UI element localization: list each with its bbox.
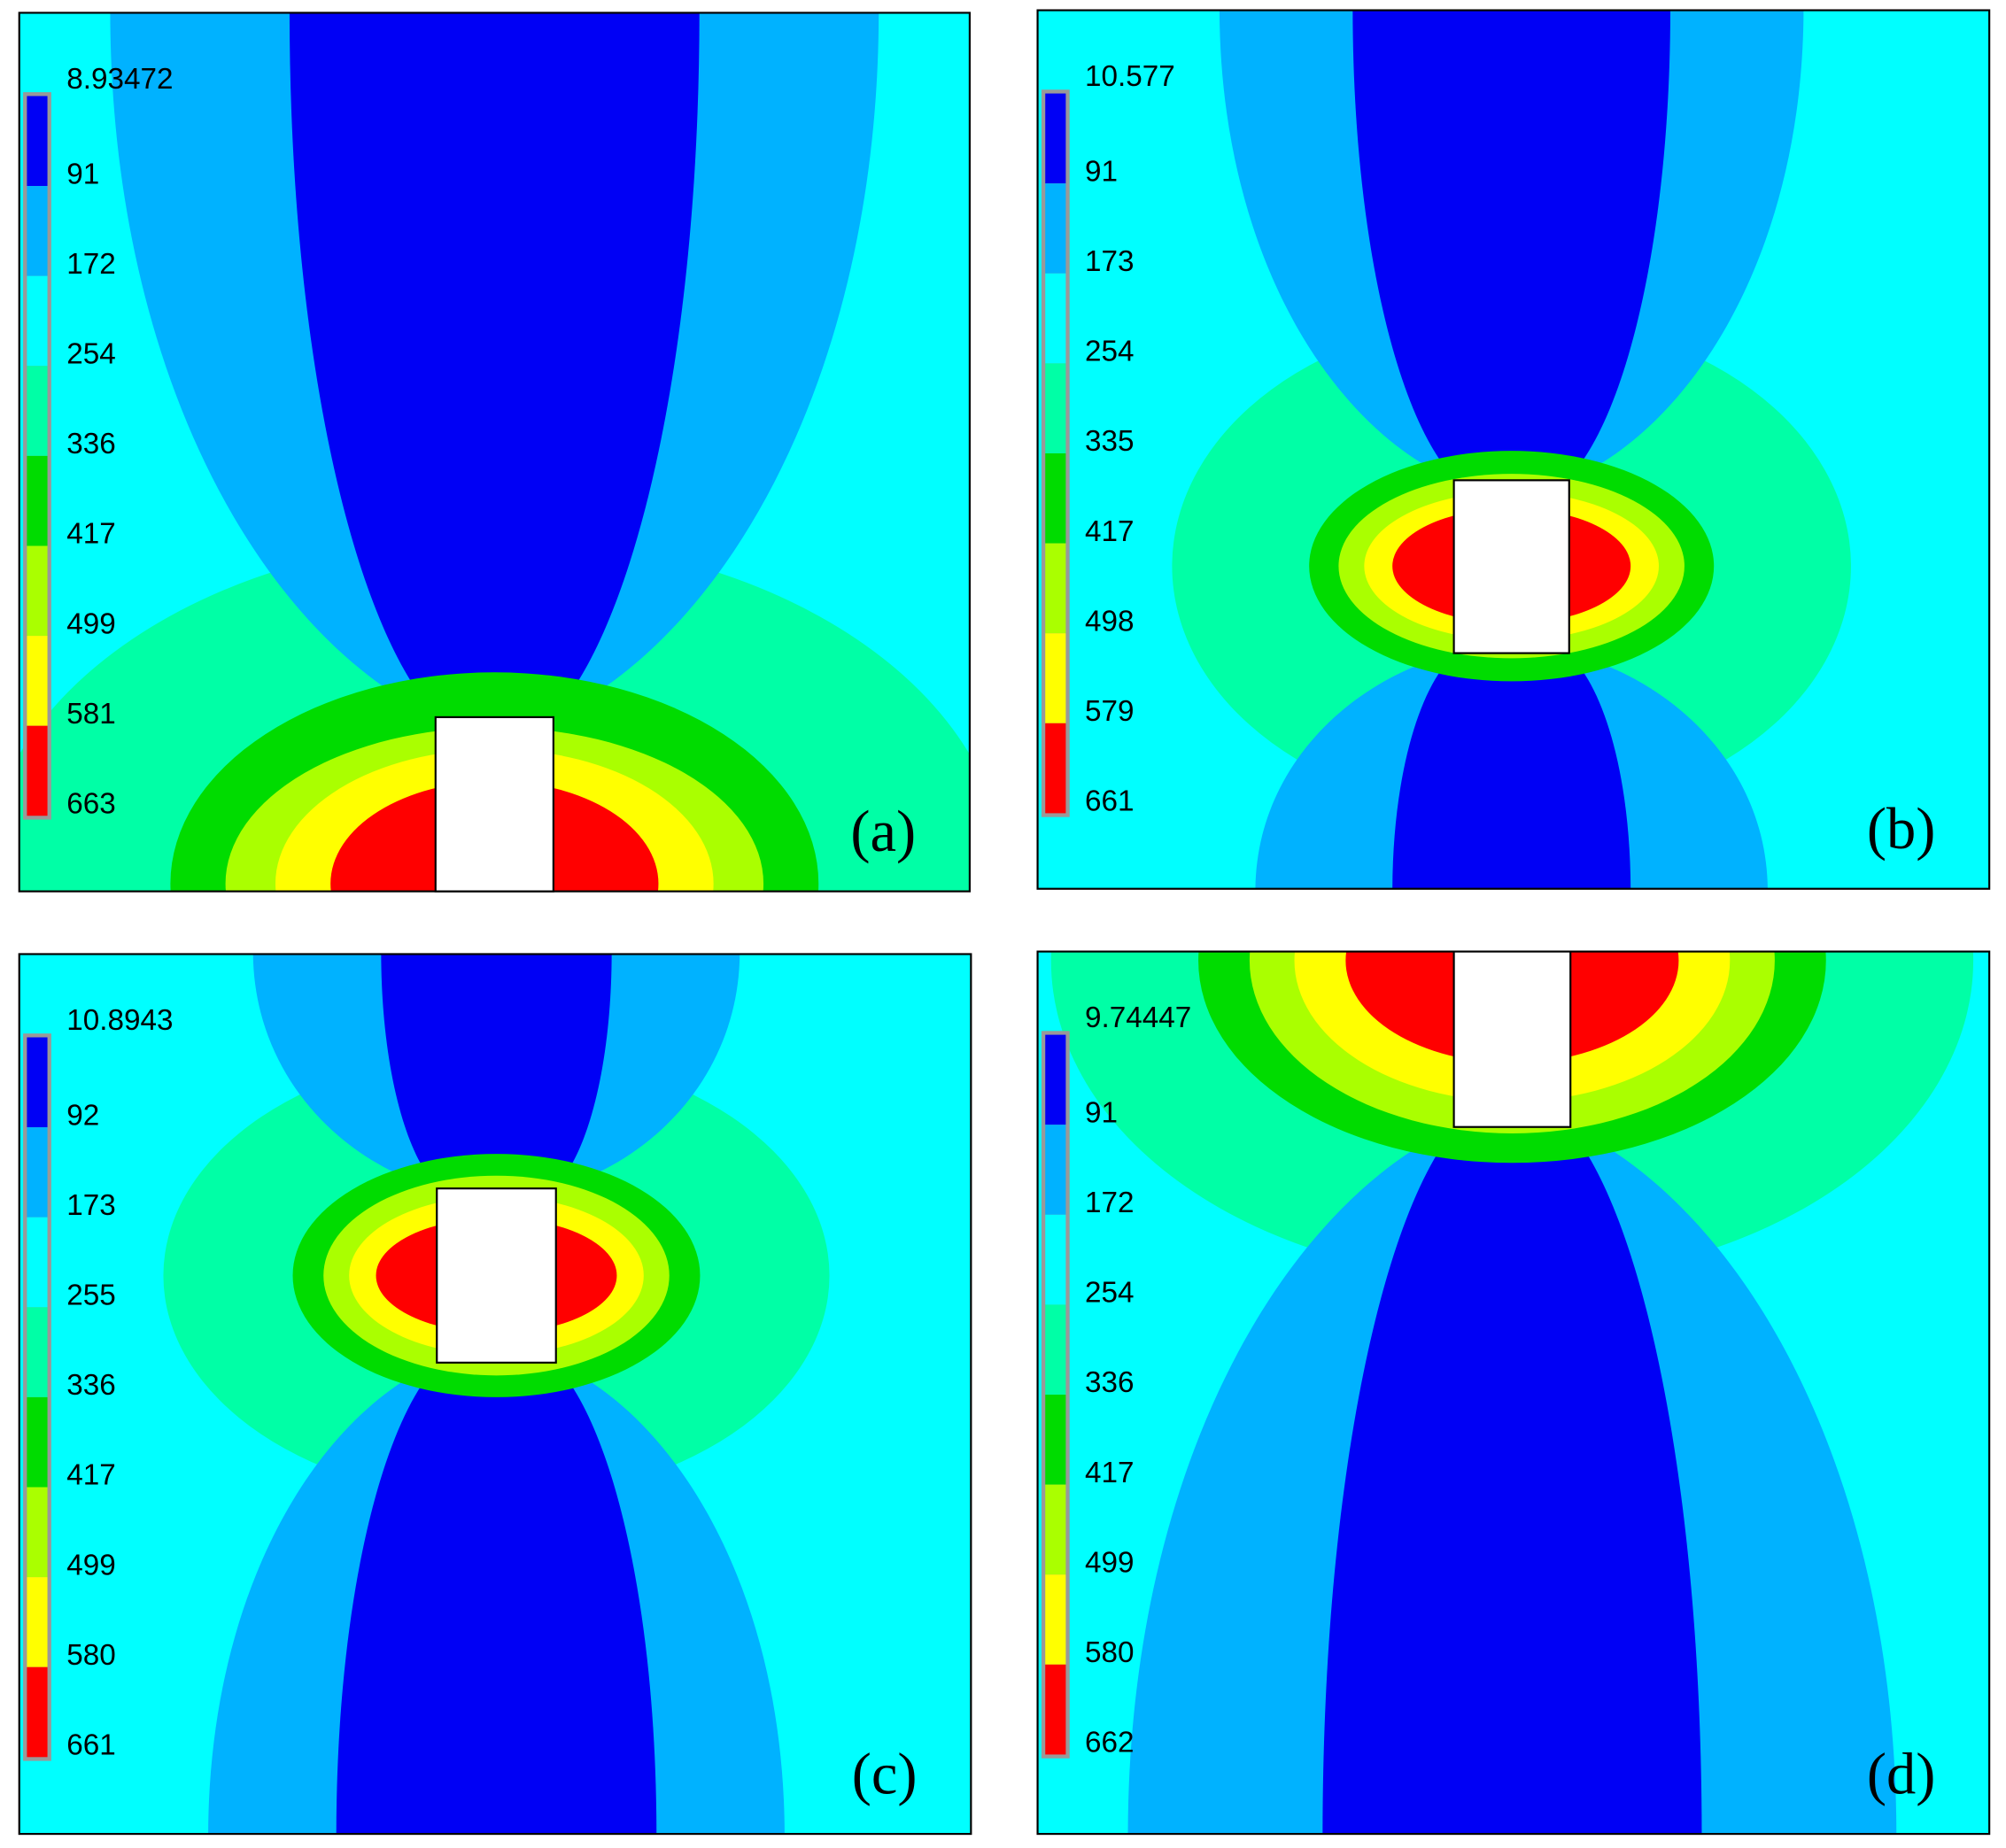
colorbar-segment <box>27 1487 48 1578</box>
contour-beam <box>289 12 700 717</box>
colorbar-label: 8.93472 <box>66 63 173 96</box>
colorbar-segment <box>1045 633 1066 723</box>
contour-beam <box>1322 1126 1702 1835</box>
panel: 8.93472 91 172 254 336 417 499 581 663 (a) <box>18 12 971 893</box>
colorbar-segment <box>27 725 48 816</box>
colorbar-label: 336 <box>1085 1366 1134 1399</box>
colorbar-segment <box>1045 1484 1066 1575</box>
colorbar-label: 499 <box>66 1549 115 1581</box>
colorbar-label: 254 <box>1085 336 1134 368</box>
opening <box>434 715 554 893</box>
colorbar-segment <box>1045 543 1066 634</box>
colorbar-label: 173 <box>1085 245 1134 278</box>
colorbar-label: 417 <box>66 518 115 551</box>
panel-border <box>1036 9 1991 890</box>
colorbar-label: 91 <box>66 158 99 190</box>
colorbar-segment <box>1045 183 1066 274</box>
colorbar-label: 498 <box>1085 605 1134 638</box>
colorbar-label: 499 <box>1085 1546 1134 1579</box>
colorbar-label: 417 <box>1085 1457 1134 1489</box>
colorbar-segment <box>1045 363 1066 453</box>
colorbar-label: 417 <box>1085 515 1134 548</box>
colorbar-label: 663 <box>66 787 115 820</box>
colorbar-segment <box>27 1666 48 1758</box>
colorbar-segment <box>27 96 48 187</box>
colorbar-segment <box>27 275 48 367</box>
colorbar-label: 92 <box>66 1099 99 1132</box>
colorbar-segment <box>1045 1664 1066 1755</box>
panel-label: (d) <box>1867 1743 1936 1807</box>
colorbar-segment <box>1045 273 1066 364</box>
colorbar-label: 10.8943 <box>66 1004 173 1037</box>
colorbar-label: 581 <box>66 698 115 731</box>
colorbar-segment <box>27 366 48 456</box>
colorbar-label: 254 <box>66 337 115 370</box>
colorbar-segment <box>27 455 48 546</box>
colorbar-label: 661 <box>66 1729 115 1762</box>
opening <box>436 1187 557 1364</box>
colorbar-label: 9.74447 <box>1085 1001 1191 1034</box>
colorbar-label: 661 <box>1085 785 1134 818</box>
opening <box>1452 479 1570 654</box>
colorbar-segment <box>27 1037 48 1128</box>
colorbar-label: 335 <box>1085 425 1134 458</box>
colorbar-label: 91 <box>1085 1096 1118 1129</box>
colorbar-label: 579 <box>1085 695 1134 728</box>
opening <box>1452 950 1572 1128</box>
colorbar-label: 255 <box>66 1280 115 1312</box>
colorbar-segment <box>27 636 48 726</box>
colorbar-label: 172 <box>1085 1187 1134 1219</box>
colorbar-segment <box>1045 1395 1066 1485</box>
panel-label: (b) <box>1867 797 1936 862</box>
panel: 10.8943 92 173 255 336 417 499 580 661 (c) <box>18 953 972 1836</box>
contour-beam <box>1392 653 1631 889</box>
contour-field <box>19 954 972 1835</box>
colorbar-segment <box>27 1217 48 1308</box>
colorbar-segment <box>27 1307 48 1397</box>
colorbar-segment <box>1045 452 1066 544</box>
colorbar-label: 172 <box>66 248 115 281</box>
panel: 9.74447 91 172 254 336 417 499 580 662 (d) <box>1036 950 1991 1836</box>
colorbar-label: 91 <box>1085 155 1118 188</box>
contour-beam <box>336 1362 657 1835</box>
colorbar-segment <box>1045 1214 1066 1305</box>
panel: 10.577 91 173 254 335 417 498 579 661 (b) <box>1036 9 1991 890</box>
panel-label: (a) <box>850 800 916 864</box>
contour-beam <box>381 954 612 1189</box>
contour-beam <box>1352 10 1671 481</box>
colorbar-segment <box>1045 1125 1066 1215</box>
colorbar-segment <box>27 1127 48 1218</box>
colorbar-segment <box>27 1396 48 1488</box>
colorbar-segment <box>27 186 48 276</box>
colorbar-label: 580 <box>1085 1636 1134 1669</box>
colorbar-segment <box>27 545 48 637</box>
colorbar-label: 662 <box>1085 1727 1134 1759</box>
contour-field <box>19 12 970 892</box>
colorbar-label: 580 <box>66 1639 115 1672</box>
contour-field <box>1037 10 1990 889</box>
colorbar-label: 173 <box>66 1189 115 1222</box>
colorbar-label: 336 <box>66 1369 115 1402</box>
colorbar-label: 254 <box>1085 1277 1134 1310</box>
panel-border <box>18 953 972 1836</box>
colorbar-segment <box>1045 723 1066 814</box>
colorbar-segment <box>1045 1574 1066 1665</box>
colorbar-label: 417 <box>66 1459 115 1492</box>
colorbar-segment <box>1045 1034 1066 1125</box>
colorbar-segment <box>27 1577 48 1667</box>
colorbar-label: 10.577 <box>1085 60 1175 93</box>
colorbar-segment <box>1045 93 1066 184</box>
colorbar-label: 336 <box>66 428 115 460</box>
colorbar-segment <box>1045 1304 1066 1396</box>
panel-label: (c) <box>852 1743 918 1807</box>
colorbar-label: 499 <box>66 607 115 640</box>
